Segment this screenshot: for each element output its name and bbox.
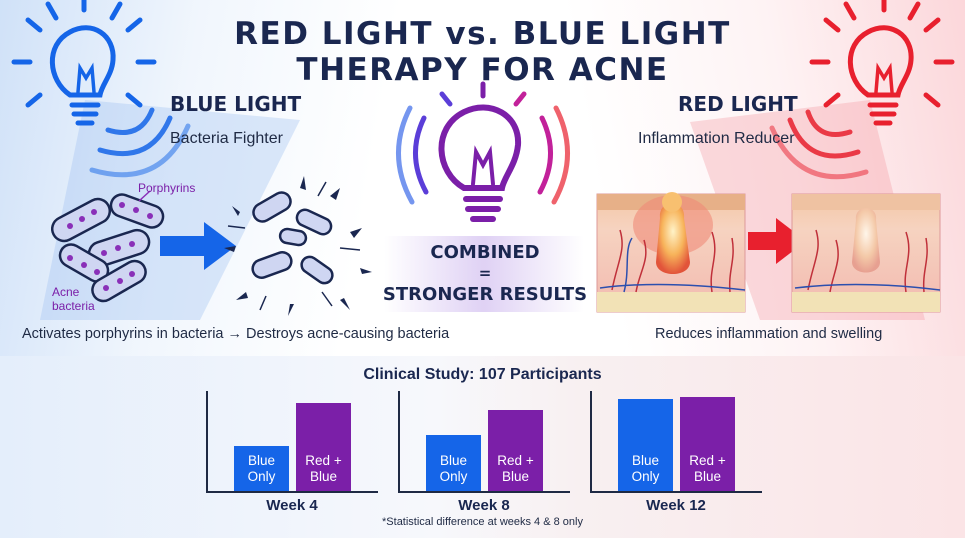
combined-line1: COMBINED xyxy=(430,242,540,263)
blue-bulb-icon xyxy=(11,0,157,126)
destroyed-bacteria-group xyxy=(251,191,334,285)
chart-bar-label: Blue Only xyxy=(631,453,660,484)
combined-line2: = xyxy=(478,264,492,282)
chart-bar-label: Red + Blue xyxy=(689,453,726,484)
chart-category-label: Week 8 xyxy=(458,497,510,514)
bacteria-fragments xyxy=(224,176,372,316)
combined-bulb-icon xyxy=(396,81,570,222)
porphyrins-label: Porphyrins xyxy=(138,181,196,195)
chart-group-axis-x xyxy=(398,491,570,493)
main-title-line2: THERAPY FOR ACNE xyxy=(296,52,669,88)
chart-bar: Blue Only xyxy=(426,435,481,491)
chart-bar: Red + Blue xyxy=(680,397,735,491)
chart-bar: Red + Blue xyxy=(296,403,351,491)
red-arrow-icon xyxy=(748,218,806,264)
chart-bar: Blue Only xyxy=(234,446,289,491)
main-title-line1: RED LIGHT vs. BLUE LIGHT xyxy=(234,16,731,52)
porphyrins-pointer xyxy=(138,190,151,202)
chart-bar: Red + Blue xyxy=(488,410,543,491)
chart-bar-label: Red + Blue xyxy=(305,453,342,484)
chart-group-axis-y xyxy=(206,391,208,491)
porphyrin-dots xyxy=(67,202,153,291)
chart-category-label: Week 12 xyxy=(646,497,706,514)
inflamed-skin-illustration xyxy=(596,192,746,313)
chart-group-axis-y xyxy=(590,391,592,491)
red-light-heading: RED LIGHT xyxy=(678,92,798,116)
acne-bacteria-label: Acne bacteria xyxy=(52,285,95,313)
chart-group-axis-x xyxy=(590,491,762,493)
blue-light-subheading: Bacteria Fighter xyxy=(170,130,283,147)
blue-light-waves xyxy=(89,107,191,178)
blue-light-caption: Activates porphyrins in bacteria → Destr… xyxy=(22,326,450,342)
combined-line3: STRONGER RESULTS xyxy=(382,284,588,305)
chart-group-axis-y xyxy=(398,391,400,491)
study-panel-background xyxy=(0,356,965,538)
red-light-waves xyxy=(769,109,869,180)
chart-footnote: *Statistical difference at weeks 4 & 8 o… xyxy=(382,516,583,528)
chart-group-axis-x xyxy=(206,491,378,493)
healed-skin-illustration xyxy=(791,193,941,313)
burst-lines xyxy=(227,181,361,311)
chart-category-label: Week 4 xyxy=(266,497,318,514)
chart-title: Clinical Study: 107 Participants xyxy=(363,366,602,383)
chart-bar-label: Blue Only xyxy=(439,453,468,484)
blue-light-heading: BLUE LIGHT xyxy=(170,92,302,116)
chart-bar-label: Red + Blue xyxy=(497,453,534,484)
chart-bar-label: Blue Only xyxy=(247,453,276,484)
chart-bar: Blue Only xyxy=(618,399,673,491)
illustration-layer xyxy=(11,0,955,320)
red-light-caption: Reduces inflammation and swelling xyxy=(655,326,883,342)
red-light-subheading: Inflammation Reducer xyxy=(638,130,795,147)
combined-highlight xyxy=(384,236,584,312)
red-bulb-icon xyxy=(809,0,955,126)
blue-arrow-icon xyxy=(160,222,236,270)
